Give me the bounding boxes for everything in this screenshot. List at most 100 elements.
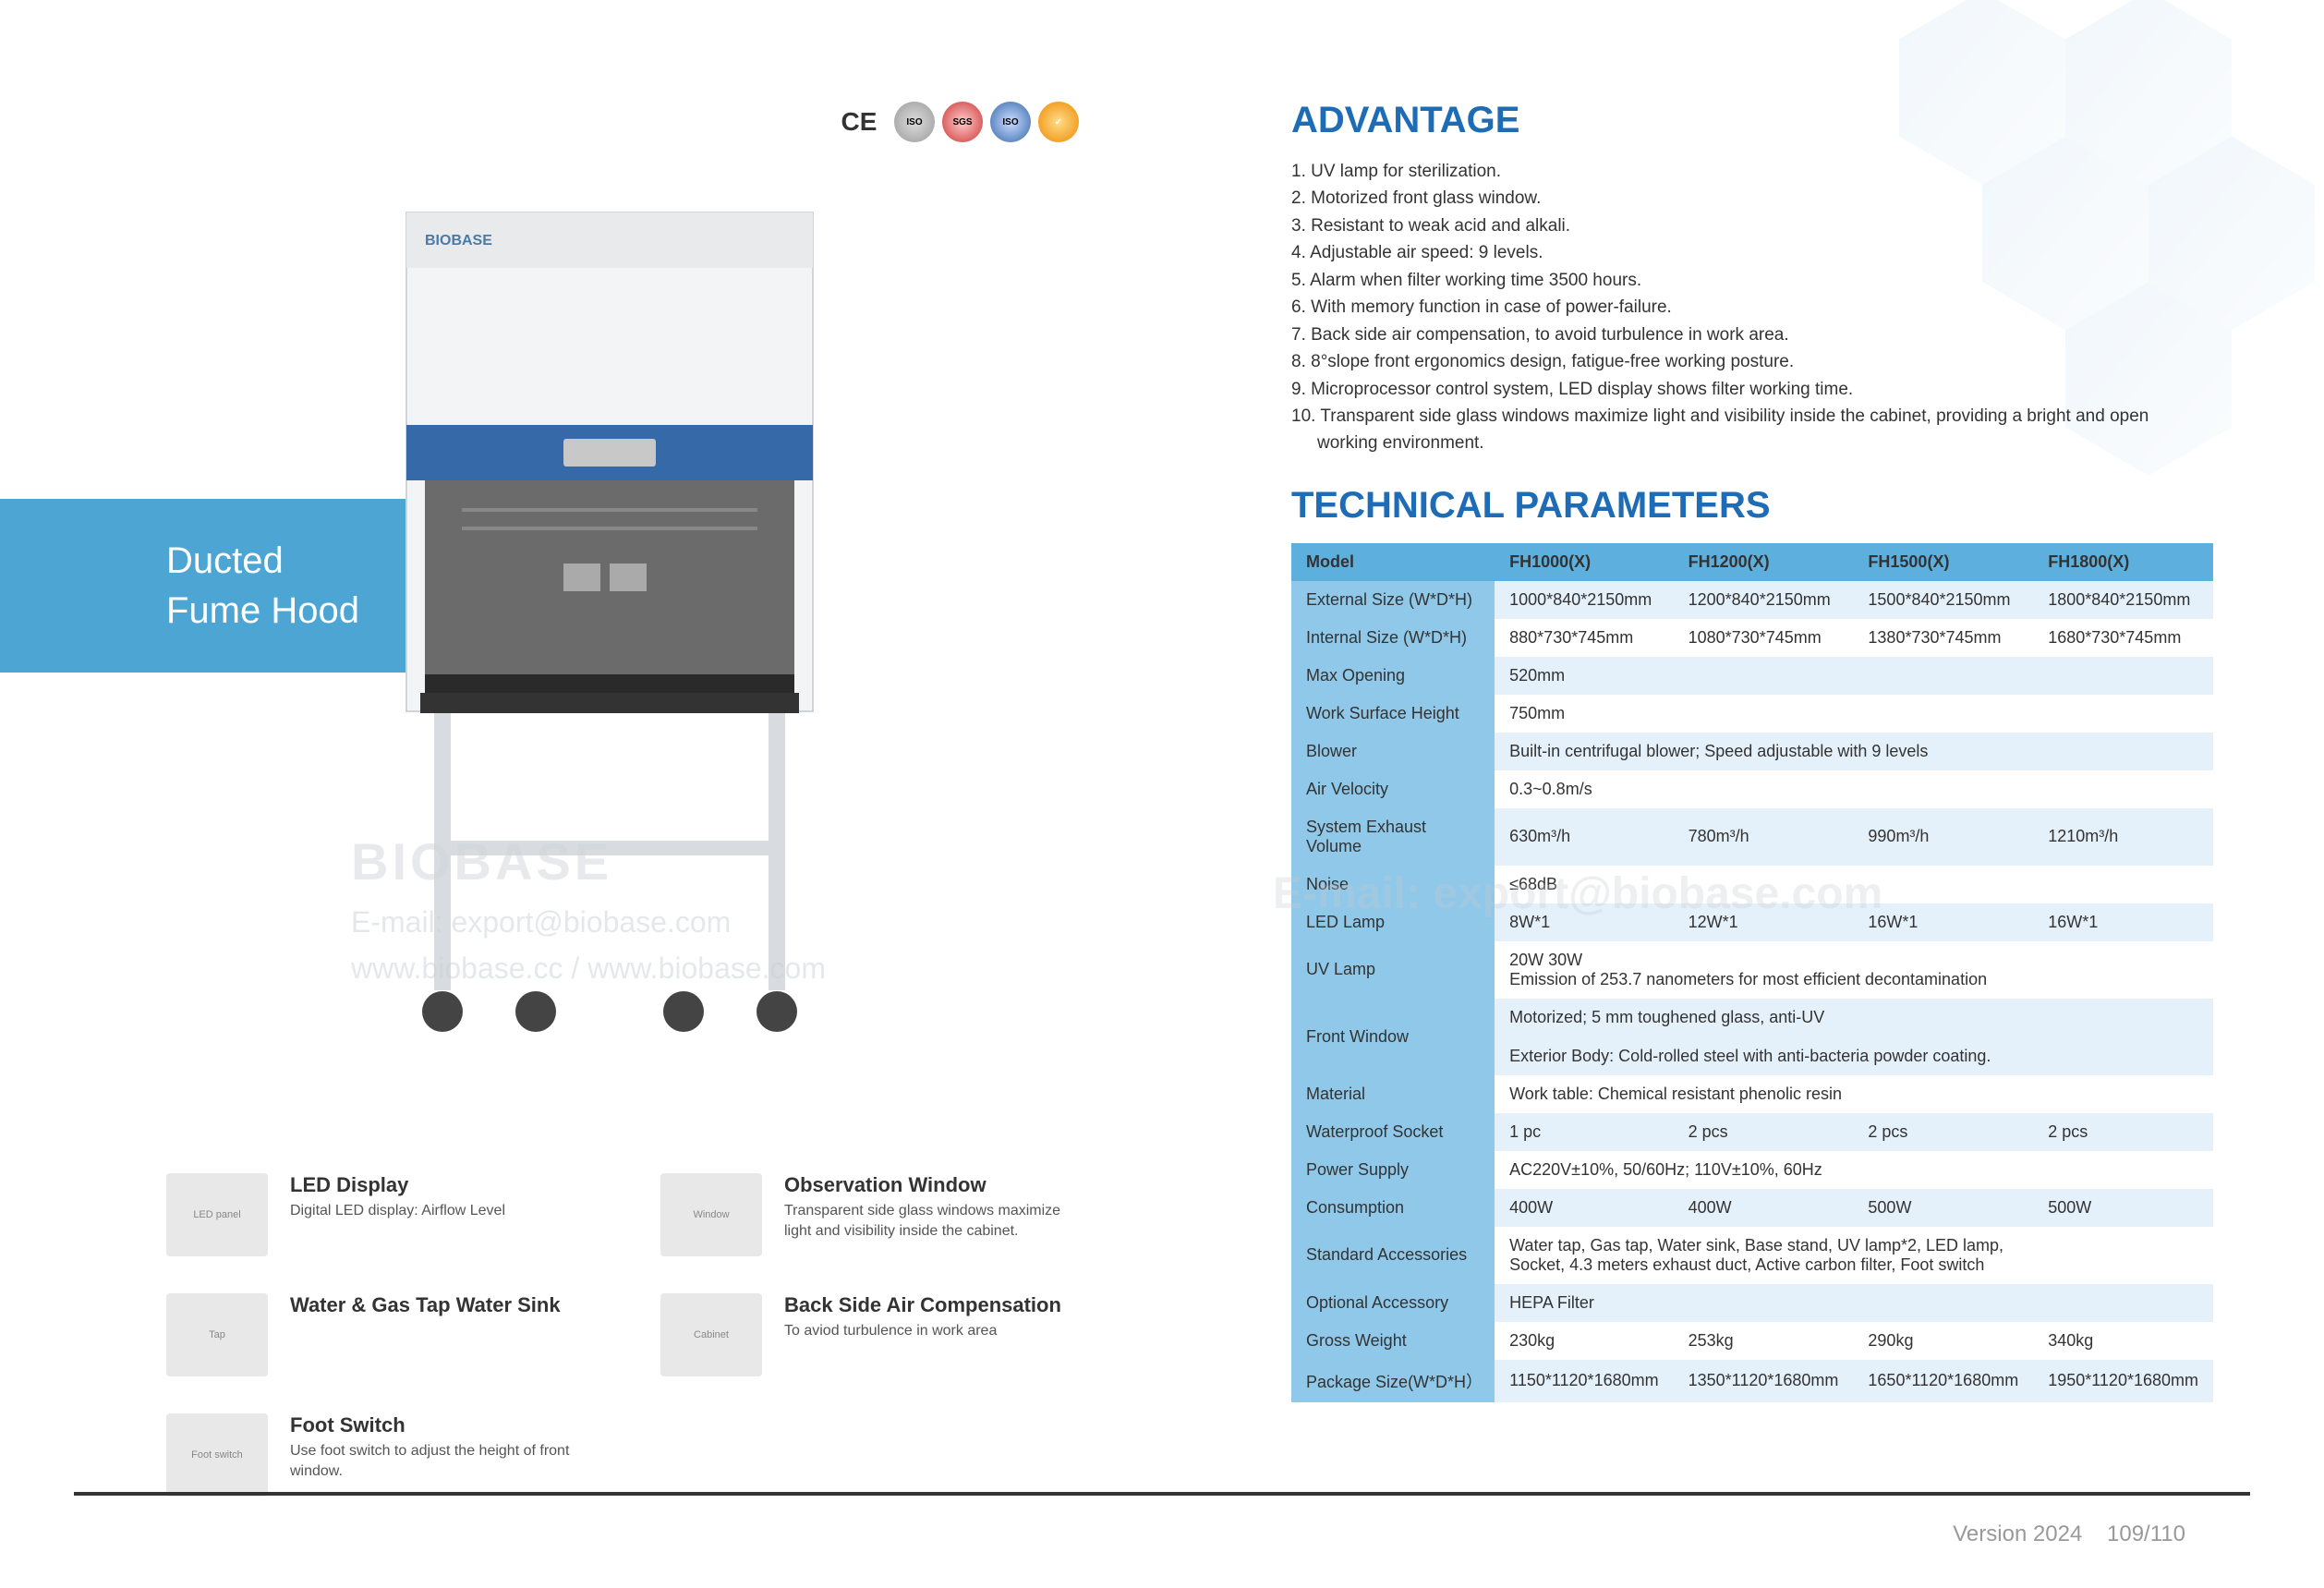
feature-desc: Digital LED display: Airflow Level xyxy=(290,1201,596,1221)
feature-item: CabinetBack Side Air CompensationTo avio… xyxy=(660,1293,1090,1376)
row-cell: 1680*730*745mm xyxy=(2033,619,2213,657)
advantage-item: 7. Back side air compensation, to avoid … xyxy=(1291,321,2213,348)
feature-thumb: Foot switch xyxy=(166,1413,268,1497)
row-cell: 2 pcs xyxy=(1674,1113,1854,1151)
row-cell: HEPA Filter xyxy=(1495,1284,2213,1322)
table-row: Consumption400W400W500W500W xyxy=(1291,1189,2213,1227)
feature-thumb: Tap xyxy=(166,1293,268,1376)
row-cell: 750mm xyxy=(1495,695,2213,733)
table-row: LED Lamp8W*112W*116W*116W*1 xyxy=(1291,903,2213,941)
row-cell: 1210m³/h xyxy=(2033,808,2213,866)
row-cell: 1650*1120*1680mm xyxy=(1853,1360,2033,1402)
table-row: Package Size(W*D*H）1150*1120*1680mm1350*… xyxy=(1291,1360,2213,1402)
feature-title: Observation Window xyxy=(784,1173,1090,1197)
feature-item: Tap Water & Gas Tap Water Sink xyxy=(166,1293,596,1376)
row-label: Front Window xyxy=(1291,999,1495,1075)
row-cell: 1 pc xyxy=(1495,1113,1673,1151)
row-label: Blower xyxy=(1291,733,1495,770)
row-cell: 1200*840*2150mm xyxy=(1674,581,1854,619)
feature-desc: To aviod turbulence in work area xyxy=(784,1321,1090,1341)
row-cell: 12W*1 xyxy=(1674,903,1854,941)
footer-version: Version 2024 xyxy=(1953,1521,2082,1546)
row-cell: 290kg xyxy=(1853,1322,2033,1360)
advantage-item: 2. Motorized front glass window. xyxy=(1291,185,2213,212)
title-line2: Fume Hood xyxy=(166,586,359,636)
row-label: Optional Accessory xyxy=(1291,1284,1495,1322)
feature-thumb: Cabinet xyxy=(660,1293,762,1376)
table-row: External Size (W*D*H)1000*840*2150mm1200… xyxy=(1291,581,2213,619)
row-cell: 20W 30W Emission of 253.7 nanometers for… xyxy=(1495,941,2213,999)
row-cell: 400W xyxy=(1674,1189,1854,1227)
row-label: Material xyxy=(1291,1075,1495,1113)
row-label: UV Lamp xyxy=(1291,941,1495,999)
tech-title: TECHNICAL PARAMETERS xyxy=(1291,485,2213,527)
row-cell: 990m³/h xyxy=(1853,808,2033,866)
row-cell: Motorized; 5 mm toughened glass, anti-UV… xyxy=(1495,999,2213,1075)
model-header: FH1000(X) xyxy=(1495,543,1673,581)
advantage-list: 1. UV lamp for sterilization.2. Motorize… xyxy=(1291,158,2213,457)
row-label: External Size (W*D*H) xyxy=(1291,581,1495,619)
footer-rule xyxy=(74,1492,2250,1496)
row-cell: 0.3~0.8m/s xyxy=(1495,770,2213,808)
row-cell: Water tap, Gas tap, Water sink, Base sta… xyxy=(1495,1227,2213,1284)
row-label: Gross Weight xyxy=(1291,1322,1495,1360)
sgs-badge: SGS xyxy=(942,102,983,142)
check-badge: ✓ xyxy=(1038,102,1079,142)
row-label: Standard Accessories xyxy=(1291,1227,1495,1284)
header-label: Model xyxy=(1291,543,1495,581)
row-cell: 340kg xyxy=(2033,1322,2213,1360)
row-cell: 2 pcs xyxy=(1853,1113,2033,1151)
row-label: LED Lamp xyxy=(1291,903,1495,941)
advantage-item: 3. Resistant to weak acid and alkali. xyxy=(1291,212,2213,239)
row-label: Air Velocity xyxy=(1291,770,1495,808)
row-cell: 1350*1120*1680mm xyxy=(1674,1360,1854,1402)
tech-parameters-table: ModelFH1000(X)FH1200(X)FH1500(X)FH1800(X… xyxy=(1291,543,2213,1402)
row-cell: 16W*1 xyxy=(1853,903,2033,941)
footer-page: 109/110 xyxy=(2107,1521,2185,1546)
feature-item: Foot switchFoot SwitchUse foot switch to… xyxy=(166,1413,596,1497)
table-row: System Exhaust Volume630m³/h780m³/h990m³… xyxy=(1291,808,2213,866)
features-grid: LED panelLED DisplayDigital LED display:… xyxy=(166,1173,1090,1497)
row-cell: 230kg xyxy=(1495,1322,1673,1360)
row-label: Waterproof Socket xyxy=(1291,1113,1495,1151)
advantage-item: 10. Transparent side glass windows maxim… xyxy=(1291,403,2213,457)
feature-desc: Transparent side glass windows maximize … xyxy=(784,1201,1090,1241)
table-row: Optional AccessoryHEPA Filter xyxy=(1291,1284,2213,1322)
row-cell: 500W xyxy=(2033,1189,2213,1227)
page-footer: Version 2024 109/110 xyxy=(1953,1521,2185,1547)
table-header-row: ModelFH1000(X)FH1200(X)FH1500(X)FH1800(X… xyxy=(1291,543,2213,581)
row-cell: Work table: Chemical resistant phenolic … xyxy=(1495,1075,2213,1113)
watermark-web: www.biobase.cc / www.biobase.com xyxy=(351,952,826,986)
advantage-item: 4. Adjustable air speed: 9 levels. xyxy=(1291,239,2213,266)
row-label: Max Opening xyxy=(1291,657,1495,695)
row-cell: AC220V±10%, 50/60Hz; 110V±10%, 60Hz xyxy=(1495,1151,2213,1189)
row-cell: 2 pcs xyxy=(2033,1113,2213,1151)
row-cell: 253kg xyxy=(1674,1322,1854,1360)
feature-item: LED panelLED DisplayDigital LED display:… xyxy=(166,1173,596,1256)
left-page: CE ISO SGS ISO ✓ Ducted Fume Hood BIOBAS… xyxy=(0,0,1162,1588)
ce-badge: CE xyxy=(831,102,887,142)
row-cell: 630m³/h xyxy=(1495,808,1673,866)
advantage-item: 8. 8°slope front ergonomics design, fati… xyxy=(1291,348,2213,375)
model-header: FH1200(X) xyxy=(1674,543,1854,581)
certification-badges: CE ISO SGS ISO ✓ xyxy=(831,102,1079,142)
advantage-title: ADVANTAGE xyxy=(1291,100,2213,141)
table-row: Work Surface Height750mm xyxy=(1291,695,2213,733)
feature-title: Water & Gas Tap Water Sink xyxy=(290,1293,596,1317)
row-cell: 1500*840*2150mm xyxy=(1853,581,2033,619)
table-row: Front WindowMotorized; 5 mm toughened gl… xyxy=(1291,999,2213,1075)
row-cell: 400W xyxy=(1495,1189,1673,1227)
advantage-item: 6. With memory function in case of power… xyxy=(1291,294,2213,321)
table-row: Internal Size (W*D*H)880*730*745mm1080*7… xyxy=(1291,619,2213,657)
advantage-item: 1. UV lamp for sterilization. xyxy=(1291,158,2213,185)
feature-thumb: Window xyxy=(660,1173,762,1256)
feature-title: LED Display xyxy=(290,1173,596,1197)
iso-badge: ISO xyxy=(894,102,935,142)
table-row: Max Opening520mm xyxy=(1291,657,2213,695)
row-label: Package Size(W*D*H） xyxy=(1291,1360,1495,1402)
row-cell: 1380*730*745mm xyxy=(1853,619,2033,657)
table-row: Waterproof Socket1 pc2 pcs2 pcs2 pcs xyxy=(1291,1113,2213,1151)
table-row: MaterialWork table: Chemical resistant p… xyxy=(1291,1075,2213,1113)
row-cell: Built-in centrifugal blower; Speed adjus… xyxy=(1495,733,2213,770)
watermark-brand: BIOBASE xyxy=(351,831,612,891)
